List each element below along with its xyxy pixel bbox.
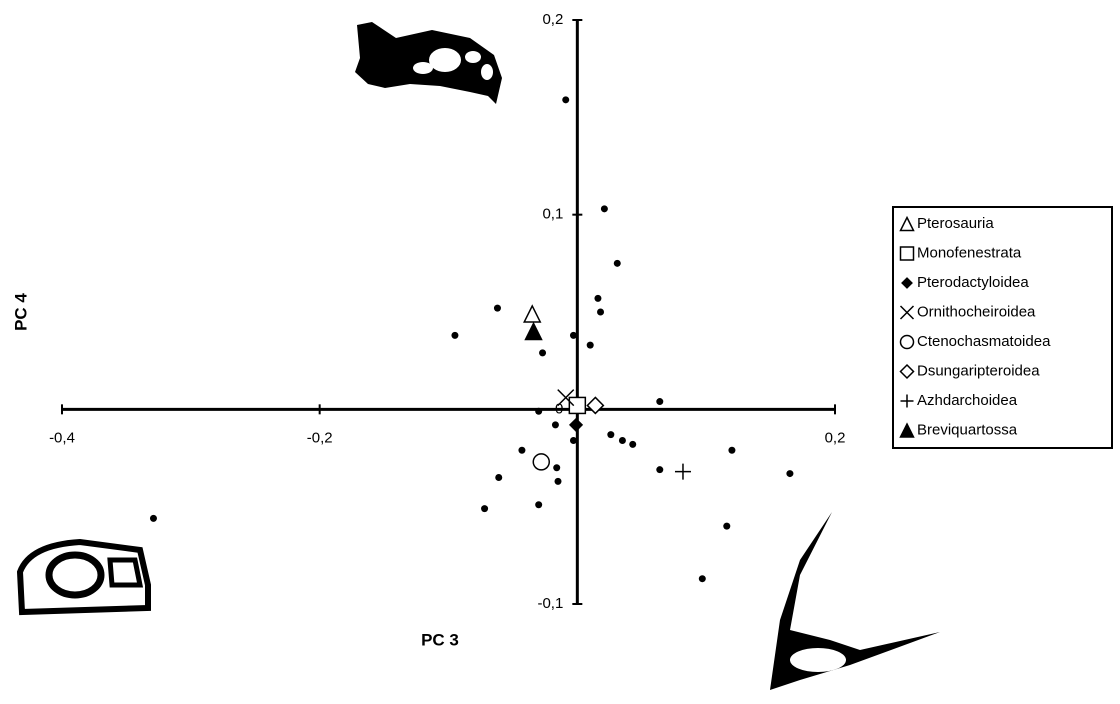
- point: [675, 464, 691, 480]
- legend-label: Monofenestrata: [917, 244, 1022, 261]
- legend-label: Azhdarchoidea: [917, 392, 1018, 409]
- point: [656, 466, 663, 473]
- point: [607, 431, 614, 438]
- point: [570, 332, 577, 339]
- point: [629, 441, 636, 448]
- point: [619, 437, 626, 444]
- point: [150, 515, 157, 522]
- point: [518, 447, 525, 454]
- y-tick-label: 0: [555, 400, 563, 417]
- point: [614, 260, 621, 267]
- point: [533, 454, 549, 470]
- skull-bottom-right: [770, 512, 940, 690]
- point: [723, 523, 730, 530]
- y-axis-label: PC 4: [11, 293, 30, 331]
- point: [594, 295, 601, 302]
- point: [495, 474, 502, 481]
- point: [494, 305, 501, 312]
- point: [587, 397, 603, 413]
- point: [601, 205, 608, 212]
- x-tick-label: -0,4: [49, 429, 75, 446]
- point: [728, 447, 735, 454]
- point: [526, 323, 542, 339]
- point: [587, 342, 594, 349]
- point: [552, 421, 559, 428]
- legend-box: [893, 207, 1112, 448]
- point: [451, 332, 458, 339]
- y-tick-label: 0,1: [542, 206, 563, 223]
- legend-label: Breviquartossa: [917, 421, 1018, 438]
- skull-top: [355, 22, 502, 104]
- chart: PC 3 PC 4 -0,4 -0,2 0,2 -0,1 0 0,1 0,2 Pterosau…: [0, 0, 1120, 699]
- point: [535, 408, 542, 415]
- point: [481, 505, 488, 512]
- point: [553, 464, 560, 471]
- skull-left: [20, 542, 148, 612]
- point: [699, 575, 706, 582]
- legend-label: Pterodactyloidea: [917, 274, 1029, 291]
- legend-label: Pterosauria: [917, 215, 994, 232]
- point: [597, 309, 604, 316]
- x-tick-label: 0,2: [825, 429, 846, 446]
- x-axis-label: PC 3: [421, 630, 459, 649]
- point: [555, 478, 562, 485]
- legend-symbol: [901, 336, 914, 349]
- point: [570, 419, 582, 431]
- legend-label: Ctenochasmatoidea: [917, 333, 1051, 350]
- point: [786, 470, 793, 477]
- legend-symbol: [901, 247, 914, 260]
- point: [539, 349, 546, 356]
- point: [570, 437, 577, 444]
- y-tick-label: -0,1: [537, 595, 563, 612]
- legend-label: Dsungaripteroidea: [917, 362, 1040, 379]
- y-tick-label: 0,2: [542, 11, 563, 28]
- point: [524, 306, 540, 322]
- point: [562, 96, 569, 103]
- point: [535, 501, 542, 508]
- x-tick-label: -0,2: [307, 429, 333, 446]
- point: [656, 398, 663, 405]
- point: [569, 397, 585, 413]
- legend-label: Ornithocheiroidea: [917, 303, 1036, 320]
